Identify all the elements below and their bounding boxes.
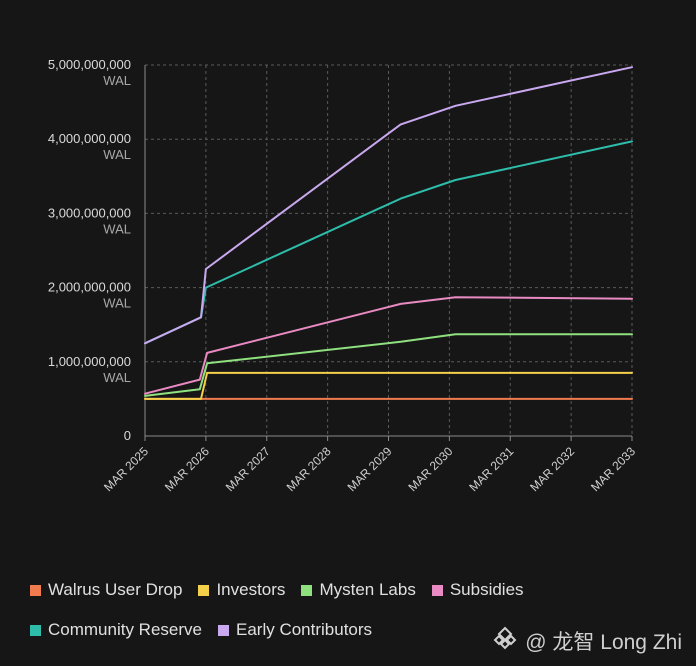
watermark-text: @ 龙智 Long Zhi <box>525 631 682 654</box>
legend-label: Community Reserve <box>48 620 202 639</box>
x-tick-label: MAR 2028 <box>284 444 334 494</box>
x-tick-label: MAR 2033 <box>588 444 638 494</box>
legend-label: Early Contributors <box>236 620 373 639</box>
x-tick-label: MAR 2025 <box>101 444 151 494</box>
y-tick-label: 2,000,000,000 <box>48 280 131 295</box>
series-line-investors <box>144 371 633 400</box>
y-tick-unit: WAL <box>103 221 131 236</box>
y-tick-unit: WAL <box>103 73 131 88</box>
legend-swatch <box>30 584 41 596</box>
line-chart: 5,000,000,000WAL4,000,000,000WAL3,000,00… <box>48 57 638 494</box>
series-line-early-contributors <box>144 66 633 345</box>
chart-legend: Walrus User Drop Investors Mysten Labs S… <box>30 580 590 640</box>
y-tick-label: 1,000,000,000 <box>48 354 131 369</box>
y-tick-unit: WAL <box>103 147 131 162</box>
watermark: @ 龙智 Long Zhi <box>493 626 682 656</box>
x-tick-label: MAR 2026 <box>162 444 212 494</box>
y-axis-ticks: 5,000,000,000WAL4,000,000,000WAL3,000,00… <box>48 57 131 443</box>
series-line-mysten-labs <box>144 333 633 397</box>
legend-swatch <box>301 584 313 596</box>
binance-square-icon <box>493 626 517 656</box>
legend-swatch <box>431 584 443 596</box>
legend-item-investors: Investors <box>198 580 285 600</box>
series-lines <box>144 66 633 400</box>
legend-swatch <box>218 624 229 636</box>
x-tick-label: MAR 2031 <box>466 444 516 494</box>
y-tick-label: 3,000,000,000 <box>48 205 131 220</box>
x-tick-label: MAR 2032 <box>527 444 577 494</box>
legend-item-walrus-user-drop: Walrus User Drop <box>30 580 182 600</box>
legend-label: Investors <box>216 580 286 599</box>
y-tick-label: 5,000,000,000 <box>48 57 131 72</box>
legend-item-community-reserve: Community Reserve <box>30 620 202 640</box>
y-tick-label: 4,000,000,000 <box>48 131 131 146</box>
legend-swatch <box>198 584 210 596</box>
legend-item-subsidies: Subsidies <box>431 580 524 600</box>
chart-grid <box>145 64 633 436</box>
legend-label: Subsidies <box>449 580 524 599</box>
legend-label: Walrus User Drop <box>48 580 183 599</box>
x-tick-label: MAR 2029 <box>345 444 395 494</box>
legend-swatch <box>30 624 41 636</box>
x-axis-ticks: MAR 2025 MAR 2026 MAR 2027 MAR 2028 MAR 2029… <box>101 444 638 494</box>
y-tick-unit: WAL <box>103 296 131 311</box>
legend-item-mysten-labs: Mysten Labs <box>301 580 416 600</box>
series-line-subsidies <box>144 296 633 395</box>
x-tick-label: MAR 2030 <box>406 444 456 494</box>
x-tick-label: MAR 2027 <box>223 444 273 494</box>
y-tick-label: 0 <box>124 428 131 443</box>
legend-item-early-contributors: Early Contributors <box>218 620 372 640</box>
legend-label: Mysten Labs <box>319 580 416 599</box>
y-tick-unit: WAL <box>103 370 131 385</box>
chart-axes <box>144 65 633 441</box>
